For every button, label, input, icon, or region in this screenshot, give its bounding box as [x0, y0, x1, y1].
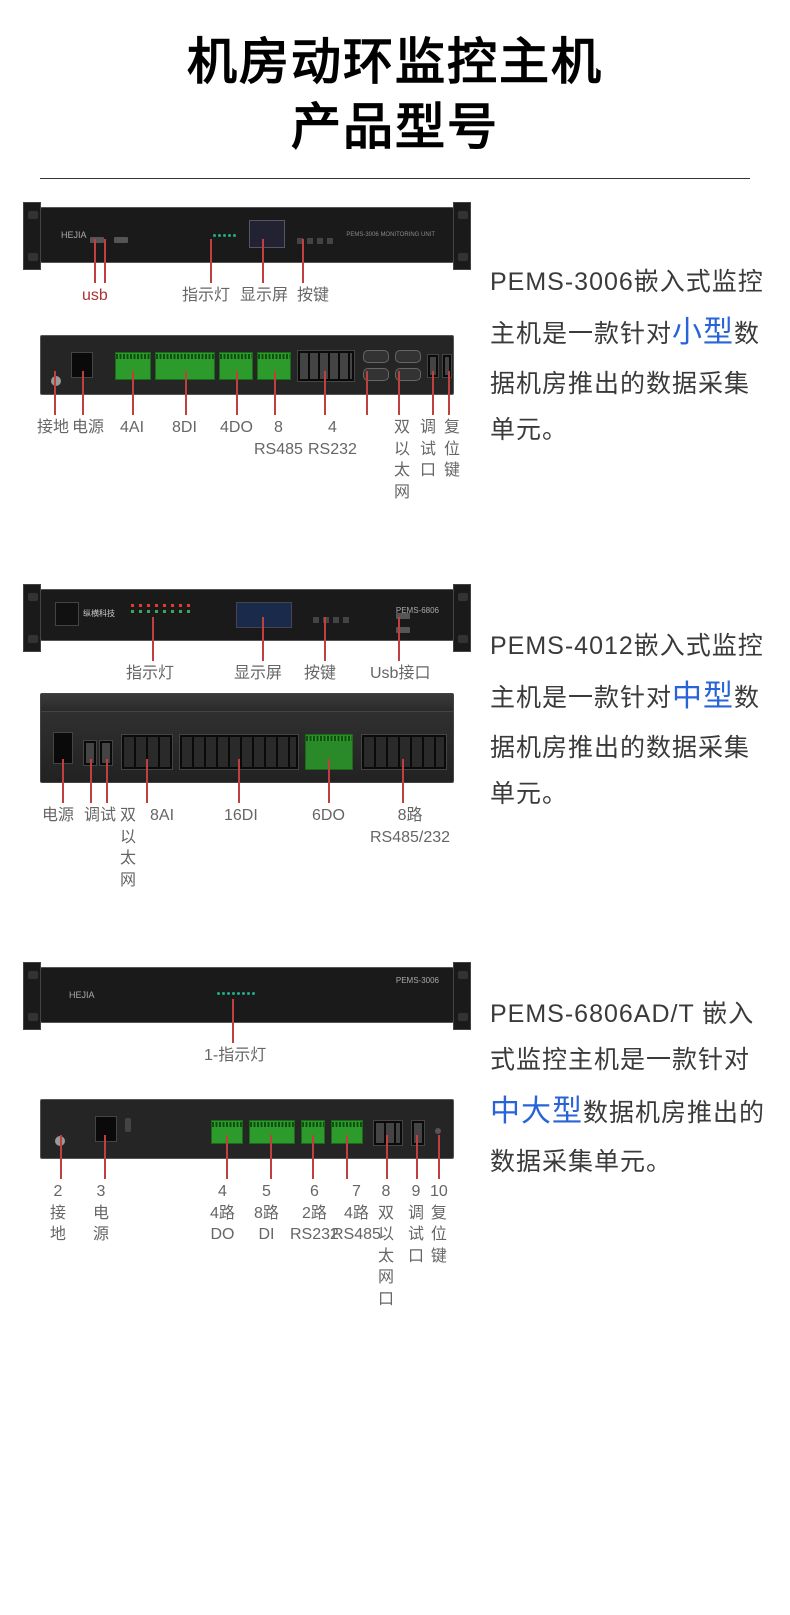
desc-highlight: 中型 [672, 680, 734, 713]
desc-highlight: 小型 [672, 316, 734, 349]
ethernet-dual-icon [373, 1120, 403, 1146]
device-back-2 [40, 693, 454, 783]
title-line-2: 产品型号 [291, 99, 499, 155]
label-n8: 8 双 以 太 网 口 [378, 1181, 394, 1311]
label-display: 显示屏 [240, 285, 288, 307]
label-debug: 调试 [84, 805, 116, 827]
label-ethernet: 双 以 太 网 [120, 805, 136, 891]
label-indicator: 1-指示灯 [204, 1045, 266, 1067]
label-rs232: 4 RS232 [308, 417, 357, 460]
label-4do: 4DO [220, 417, 253, 439]
label-n7: 7 4路 RS485 [332, 1181, 381, 1246]
button-icon [313, 617, 319, 623]
brand-label: HEJIA [51, 230, 87, 240]
label-indicator: 指示灯 [182, 285, 230, 307]
label-n10: 10 复 位 键 [430, 1181, 448, 1267]
back-label-row-2: 电源 调试 双 以 太 网 8AI 16DI 6DO 8路 RS485/232 [40, 787, 472, 927]
label-16di: 16DI [224, 805, 258, 827]
product-pems-4012: 纵横科技 PEMS-6806 [0, 583, 790, 961]
device-back-3 [40, 1099, 454, 1159]
label-n9: 9 调 试 口 [408, 1181, 424, 1267]
device-back-1 [40, 335, 454, 395]
usb-port-icon [114, 237, 128, 243]
device-front-2: 纵横科技 PEMS-6806 [40, 589, 454, 641]
desc-highlight: 中大型 [490, 1095, 583, 1128]
ground-stud-icon [51, 376, 61, 386]
back-label-row-1: 接地 电源 4AI 8DI 4DO 8 RS485 4 RS232 双 以 太 … [40, 399, 472, 549]
label-6do: 6DO [312, 805, 345, 827]
back-label-row-3: 2 接 地 3 电 源 4 4路 DO 5 8路 DI 6 2路 RS232 7… [40, 1163, 472, 1333]
label-8di: 8DI [172, 417, 197, 439]
serial-port-icon [363, 350, 389, 363]
led-indicator-icon [213, 234, 236, 237]
label-reset: 复 位 键 [444, 417, 460, 482]
lcd-display-icon [249, 220, 285, 248]
rj45-bank-icon [297, 350, 355, 382]
front-label-row-1: usb 指示灯 显示屏 按键 [22, 267, 472, 307]
label-debug: 调 试 口 [420, 417, 436, 482]
power-socket-icon [95, 1116, 117, 1142]
title-line-1: 机房动环监控主机 [187, 34, 603, 90]
label-display: 显示屏 [234, 663, 282, 685]
label-buttons: 按键 [304, 663, 336, 685]
pems-6806-back-panel: 2 接 地 3 电 源 4 4路 DO 5 8路 DI 6 2路 RS232 7… [22, 1099, 472, 1333]
brand-label: HEJIA [51, 990, 95, 1000]
label-ethernet: 双 以 太 网 [394, 417, 410, 503]
product-1-description: PEMS-3006嵌入式监控主机是一款针对小型数据机房推出的数据采集单元。 [490, 201, 768, 549]
label-n4: 4 4路 DO [210, 1181, 235, 1246]
label-indicator: 指示灯 [126, 663, 174, 685]
label-rs485: 8 RS485 [254, 417, 303, 460]
product-pems-6806: HEJIA PEMS-3006 1-指示灯 [0, 961, 790, 1367]
label-usb: usb [82, 285, 108, 307]
terminal-di-icon [249, 1120, 295, 1144]
page-title: 机房动环监控主机 产品型号 [0, 0, 790, 178]
label-ground: 接地 [37, 417, 69, 439]
pems-3006-back-panel: 接地 电源 4AI 8DI 4DO 8 RS485 4 RS232 双 以 太 … [22, 335, 472, 549]
label-power: 电源 [72, 417, 104, 439]
debug-port-icon [442, 354, 452, 378]
product-2-description: PEMS-4012嵌入式监控主机是一款针对中型数据机房推出的数据采集单元。 [490, 583, 768, 927]
brand-text: 纵横科技 [83, 608, 115, 619]
device-front-3: HEJIA PEMS-3006 [40, 967, 454, 1023]
product-3-description: PEMS-6806AD/T 嵌入式监控主机是一款针对中大型数据机房推出的数据采集… [490, 961, 768, 1333]
model-small-text: PEMS-3006 MONITORING UNIT [346, 232, 443, 238]
port-bank-rs-icon [361, 734, 447, 770]
model-text: PEMS-6806 [396, 606, 439, 615]
product-pems-3006: HEJIA PEMS-3006 MONITORING UNIT [0, 201, 790, 583]
brand-logo-icon [55, 602, 79, 626]
led-indicator-icon [217, 992, 255, 995]
title-divider [40, 178, 750, 179]
label-4ai: 4AI [120, 417, 144, 439]
debug-port-icon [411, 1120, 425, 1146]
label-n2: 2 接 地 [50, 1181, 66, 1246]
product-2-images: 纵横科技 PEMS-6806 [22, 583, 472, 927]
label-usb: Usb接口 [370, 663, 430, 685]
pems-6806-front-panel: HEJIA PEMS-3006 1-指示灯 [22, 961, 472, 1071]
led-grid-icon [131, 604, 191, 613]
product-3-images: HEJIA PEMS-3006 1-指示灯 [22, 961, 472, 1333]
front-label-row-2: 指示灯 显示屏 按键 Usb接口 [40, 645, 472, 685]
label-buttons: 按键 [297, 285, 329, 307]
front-label-row-3: 1-指示灯 [40, 1027, 472, 1071]
desc-prefix: PEMS-6806AD/T 嵌入式监控主机是一款针对 [490, 1000, 754, 1074]
label-n3: 3 电 源 [93, 1181, 109, 1246]
pems-4012-back-panel: 电源 调试 双 以 太 网 8AI 16DI 6DO 8路 RS485/232 [22, 693, 472, 927]
label-8ai: 8AI [150, 805, 174, 827]
model-text: PEMS-3006 [396, 976, 439, 985]
rocker-switch-icon [125, 1118, 131, 1132]
label-n5: 5 8路 DI [254, 1181, 279, 1246]
product-1-images: HEJIA PEMS-3006 MONITORING UNIT [22, 201, 472, 549]
label-power: 电源 [42, 805, 74, 827]
reset-button-icon [435, 1128, 441, 1134]
label-rs: 8路 RS485/232 [370, 805, 450, 848]
pems-3006-front-panel: HEJIA PEMS-3006 MONITORING UNIT [22, 201, 472, 307]
pems-4012-front-panel: 纵横科技 PEMS-6806 [22, 583, 472, 685]
lcd-display-icon [236, 602, 292, 628]
device-front-1: HEJIA PEMS-3006 MONITORING UNIT [40, 207, 454, 263]
usb-port-icon [90, 237, 104, 243]
